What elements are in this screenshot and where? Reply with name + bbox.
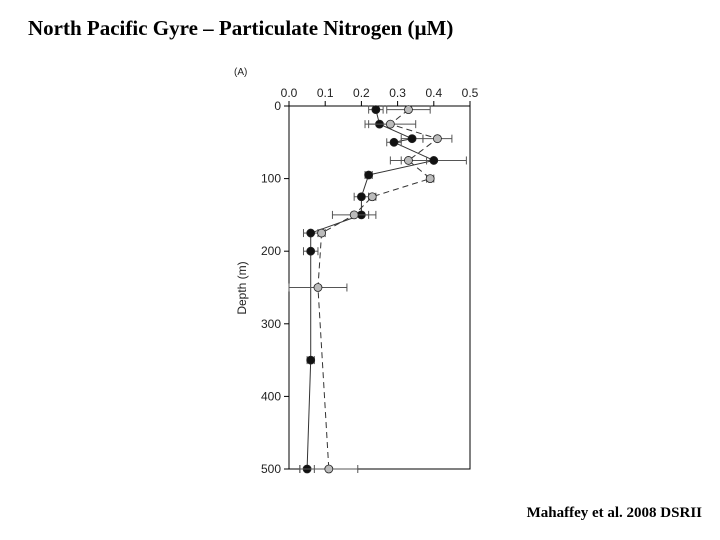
series-layer [288, 105, 467, 474]
data-point [367, 192, 377, 202]
y-tick-label: 500 [261, 462, 281, 476]
y-tick-label: 400 [261, 389, 281, 403]
x-axis: 0.0 0.1 0.2 0.3 0.4 0.5 [281, 86, 479, 106]
data-point [324, 464, 334, 474]
y-tick-label: 200 [261, 244, 281, 258]
data-point [364, 170, 374, 180]
data-point [306, 246, 316, 256]
slide-title: North Pacific Gyre – Particulate Nitroge… [28, 16, 454, 40]
data-point [385, 119, 395, 129]
data-point [349, 210, 359, 220]
x-tick-label: 0.1 [317, 86, 334, 100]
y-axis-label: Depth (m) [235, 261, 249, 314]
data-point [313, 283, 323, 292]
x-tick-label: 0.4 [425, 86, 442, 100]
y-tick-label: 300 [261, 317, 281, 331]
data-point [371, 105, 381, 115]
data-point [317, 228, 326, 238]
series-line [306, 109, 436, 470]
data-point [306, 355, 316, 365]
x-tick-label: 0.5 [462, 86, 479, 100]
data-point [407, 134, 417, 144]
panel-label: (A) [234, 67, 247, 78]
data-point [306, 228, 316, 238]
data-point [389, 137, 399, 147]
data-point [404, 105, 413, 115]
y-tick-label: 100 [261, 172, 281, 186]
x-tick-label: 0.3 [389, 86, 406, 100]
y-axis: 0 100 200 300 400 500 [261, 99, 289, 476]
data-point [433, 134, 442, 144]
data-point [404, 156, 413, 165]
data-point [356, 192, 366, 202]
x-tick-label: 0.2 [353, 86, 370, 100]
data-point [429, 156, 439, 165]
y-tick-label: 0 [274, 99, 281, 113]
data-point [425, 174, 435, 184]
x-tick-label: 0.0 [281, 86, 298, 100]
citation: Mahaffey et al. 2008 DSRII [526, 505, 702, 521]
